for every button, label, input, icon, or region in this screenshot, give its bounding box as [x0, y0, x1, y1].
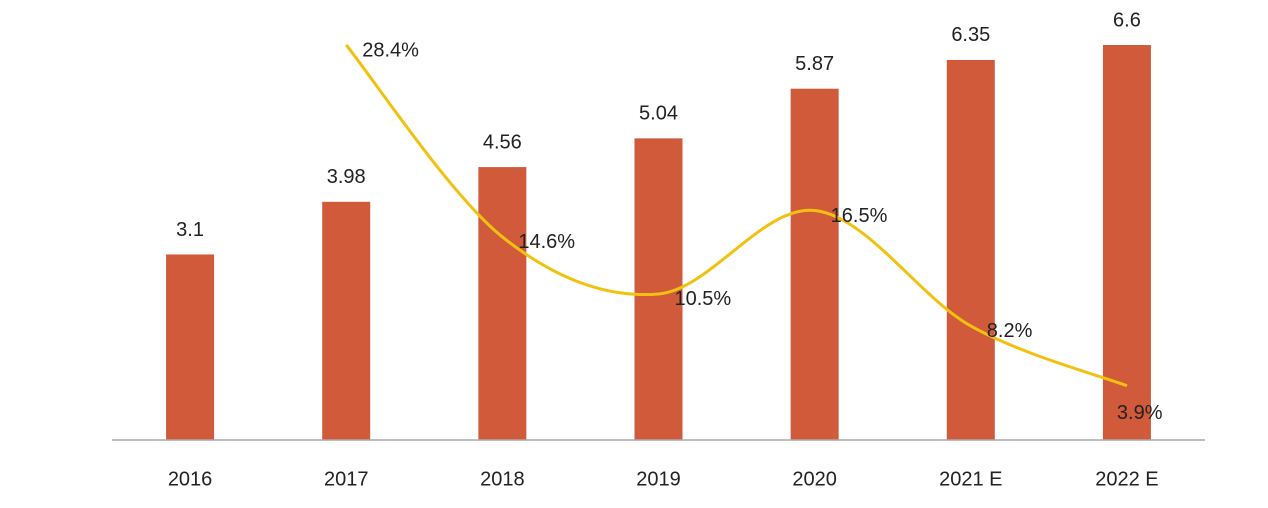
bar: [322, 201, 371, 440]
line-value-label: 8.2%: [987, 320, 1033, 342]
bar-value-label: 5.87: [795, 53, 834, 75]
x-tick-label: 2021 E: [939, 468, 1002, 490]
bar-value-label: 4.56: [483, 131, 522, 153]
bar-value-label: 3.1: [176, 219, 204, 241]
line-value-label: 28.4%: [362, 39, 419, 61]
bar: [166, 254, 215, 440]
line-value-label: 10.5%: [675, 288, 732, 310]
line-value-label: 3.9%: [1117, 402, 1163, 424]
bar-value-label: 3.98: [327, 166, 366, 188]
x-tick-label: 2017: [324, 468, 369, 490]
x-tick-label: 2020: [792, 468, 837, 490]
bar-value-label: 5.04: [639, 103, 678, 125]
bar-value-label: 6.35: [951, 24, 990, 46]
growth-line: [345, 44, 1128, 388]
line-value-label: 16.5%: [831, 205, 888, 227]
x-tick-label: 2018: [480, 468, 525, 490]
x-tick-label: 2019: [636, 468, 681, 490]
bar: [790, 88, 839, 440]
x-tick-label: 2022 E: [1095, 468, 1158, 490]
x-tick-label: 2016: [168, 468, 213, 490]
bar: [478, 167, 527, 440]
line-value-label: 14.6%: [518, 231, 575, 253]
bar-value-label: 6.6: [1113, 9, 1141, 31]
bar: [1102, 45, 1151, 440]
bar: [946, 59, 995, 440]
